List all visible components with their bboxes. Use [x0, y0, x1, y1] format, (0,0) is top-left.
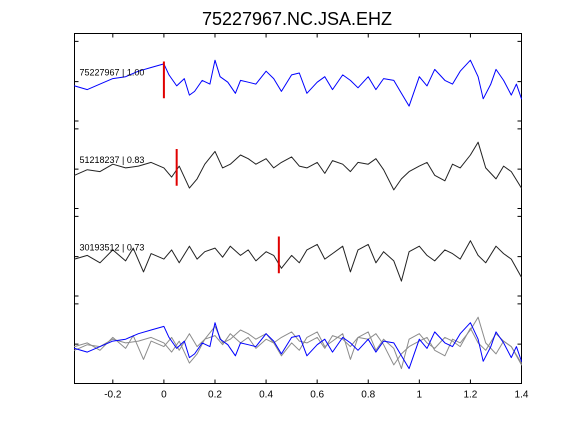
y-tick-marks	[74, 40, 522, 345]
trace-30193512-overlay	[74, 327, 522, 370]
x-axis-ticks: -0.2 0 0.2 0.4 0.6 0.8 1 1.2 1.4	[104, 33, 529, 401]
trace-label: 51218237 | 0.83	[80, 155, 145, 165]
trace-labels: 75227967 | 1.00 51218237 | 0.83 30193512 |…	[80, 68, 145, 253]
axes-frame	[74, 33, 522, 384]
x-tick-label: -0.2	[104, 390, 122, 401]
x-tick-label: 1	[417, 390, 423, 401]
trace-75227967	[74, 59, 522, 107]
chart-title: 75227967.NC.JSA.EHZ	[202, 9, 392, 29]
x-tick-label: 0	[161, 390, 167, 401]
x-tick-label: 0.8	[361, 390, 375, 401]
x-tick-label: 1.2	[463, 390, 477, 401]
x-tick-label: 1.4	[515, 390, 529, 401]
x-tick-label: 0.6	[310, 390, 324, 401]
trace-51218237-overlay	[74, 316, 522, 366]
x-tick-label: 0.2	[208, 390, 222, 401]
trace-51218237	[74, 141, 522, 191]
trace-75227967-overlay	[74, 322, 522, 370]
trace-label: 30193512 | 0.73	[80, 243, 145, 253]
pick-markers	[162, 61, 280, 274]
trace-30193512	[74, 240, 522, 282]
trace-layer	[74, 59, 522, 370]
trace-label: 75227967 | 1.00	[80, 68, 145, 78]
x-tick-label: 0.4	[259, 390, 273, 401]
